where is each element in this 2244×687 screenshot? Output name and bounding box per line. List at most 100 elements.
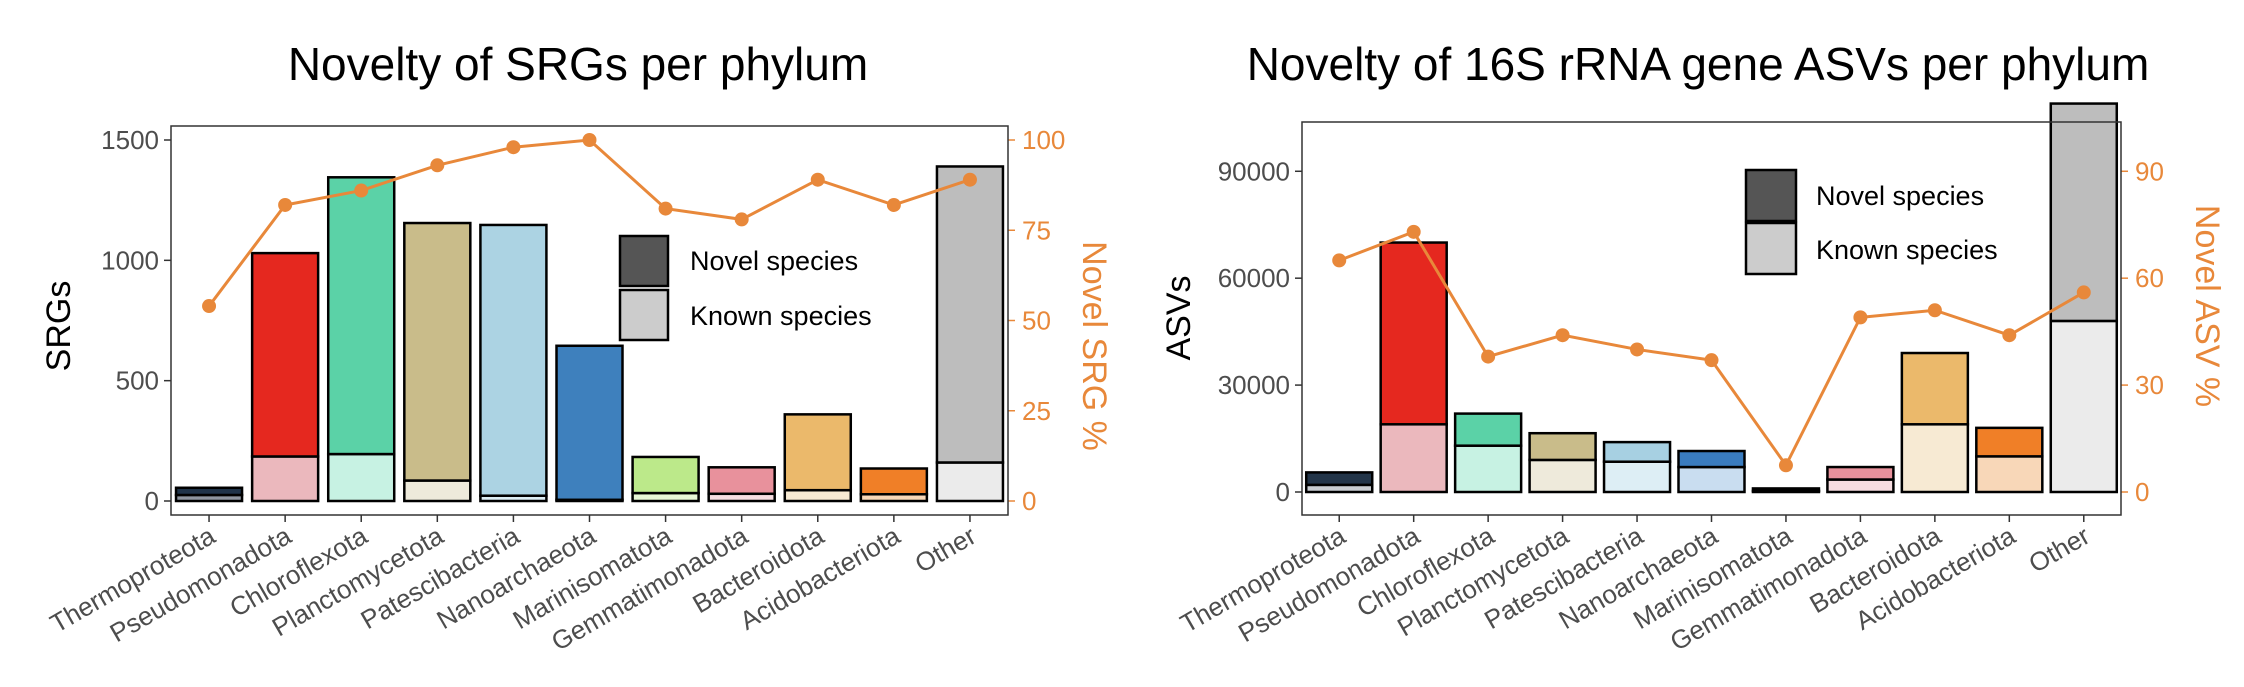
bar-known-chloroflexota	[1453, 444, 1523, 494]
legend: Novel species Known species	[618, 234, 872, 342]
bar-novel-bacteroidota	[1900, 351, 1970, 426]
novel-percent-polyline	[207, 138, 971, 307]
y2-tick-label: 50	[1022, 306, 1051, 336]
bar-novel-nanoarchaeota	[1677, 449, 1746, 469]
plot-panel	[170, 125, 1009, 516]
y2-tick-label: 100	[1022, 125, 1065, 155]
novel-percent-line	[202, 133, 977, 314]
legend-known-swatch	[1744, 221, 1798, 276]
bar-known-other	[2049, 319, 2119, 494]
bar-known-other	[935, 461, 1005, 503]
bar-known-nanoarchaeota	[1677, 465, 1746, 494]
bar-novel-planctomycetota	[403, 221, 472, 482]
bar-novel-pseudomonadota	[1379, 241, 1448, 426]
novel-percent-point	[2002, 328, 2017, 343]
legend-novel-label: Novel species	[690, 246, 858, 276]
bar-novel-gemmatimonadota	[1826, 465, 1895, 481]
x-tick-label: Other	[910, 520, 982, 579]
bar-known-gemmatimonadota	[1826, 478, 1895, 494]
legend-known-label: Known species	[690, 301, 872, 331]
bar-novel-acidobacteriota	[1975, 426, 2044, 458]
novel-percent-point	[1332, 253, 1347, 268]
novel-percent-point	[810, 172, 825, 187]
y-tick-label: 1500	[101, 125, 159, 155]
y2-ticks: 0 30 60 90	[2121, 156, 2164, 507]
bar-novel-patescibacteria	[1602, 440, 1672, 463]
novel-percent-point	[1481, 349, 1496, 364]
bar-known-chloroflexota	[326, 452, 396, 503]
bar-novel-patescibacteria	[479, 223, 548, 497]
x-ticks: ThermoproteotaPseudomonadotaChloroflexot…	[45, 515, 981, 657]
legend-known-swatch	[618, 288, 670, 342]
y2-tick-label: 0	[2135, 477, 2149, 507]
y2-axis-label: Novel ASV %	[2188, 205, 2226, 407]
bar-novel-other	[935, 165, 1005, 464]
bar-novel-bacteroidota	[783, 413, 853, 492]
bar-known-acidobacteriota	[1975, 455, 2044, 494]
novel-percent-point	[1555, 328, 1570, 343]
y-tick-label: 0	[1276, 477, 1290, 507]
novel-percent-point	[1927, 303, 1942, 318]
y2-tick-label: 30	[2135, 370, 2164, 400]
novel-percent-point	[734, 212, 749, 227]
y-ticks: 0 500 1000 1500	[101, 125, 171, 516]
novel-percent-point	[202, 299, 217, 314]
x-tick-label: Other	[2023, 520, 2095, 579]
y2-tick-label: 90	[2135, 156, 2164, 186]
novel-percent-point	[1704, 353, 1719, 368]
y-tick-label: 60000	[1218, 263, 1290, 293]
bar-novel-nanoarchaeota	[555, 344, 624, 502]
bar-known-pseudomonadota	[250, 455, 320, 503]
bar-known-planctomycetota	[403, 479, 472, 503]
bar-known-patescibacteria	[1602, 460, 1672, 494]
novel-percent-point	[354, 183, 369, 198]
legend-novel-swatch	[618, 234, 670, 288]
bar-known-planctomycetota	[1528, 458, 1597, 494]
y-tick-label: 1000	[101, 245, 159, 275]
novel-percent-point	[962, 172, 977, 187]
chart-title: Novelty of SRGs per phylum	[288, 38, 868, 90]
novel-percent-point	[506, 140, 521, 155]
y2-tick-label: 60	[2135, 263, 2164, 293]
y2-axis-label: Novel SRG %	[1075, 241, 1113, 451]
y2-tick-label: 0	[1022, 486, 1036, 516]
legend-known-label: Known species	[1816, 235, 1998, 265]
bar-novel-chloroflexota	[1453, 412, 1523, 447]
novel-percent-point	[430, 158, 445, 173]
novel-percent-point	[2076, 285, 2091, 300]
y-tick-label: 500	[116, 366, 159, 396]
novel-percent-point	[278, 197, 293, 212]
bar-novel-pseudomonadota	[250, 251, 320, 458]
novel-percent-point	[1406, 224, 1421, 239]
bar-novel-other	[2049, 102, 2119, 323]
y2-tick-label: 75	[1022, 215, 1051, 245]
y-tick-label: 90000	[1218, 156, 1290, 186]
bar-novel-chloroflexota	[326, 176, 396, 456]
asv-chart: Novelty of 16S rRNA gene ASVs per phylum…	[1160, 38, 2226, 657]
srg-chart: Novelty of SRGs per phylum SRGs Novel SR…	[40, 38, 1113, 657]
bar-known-bacteroidota	[783, 488, 853, 503]
y-tick-label: 30000	[1218, 370, 1290, 400]
y2-tick-label: 25	[1022, 396, 1051, 426]
x-ticks: ThermoproteotaPseudomonadotaChloroflexot…	[1175, 515, 2095, 657]
y-ticks: 0 30000 60000 90000	[1218, 156, 1302, 507]
novel-percent-point	[1778, 458, 1793, 473]
novel-percent-line	[1332, 224, 2091, 473]
bar-known-pseudomonadota	[1379, 423, 1448, 494]
novel-percent-point	[1853, 310, 1868, 325]
y2-ticks: 0 25 50 75 100	[1008, 125, 1065, 516]
bar-novel-acidobacteriota	[859, 467, 929, 496]
bars	[174, 165, 1005, 503]
y-axis-label: SRGs	[40, 281, 78, 372]
bar-novel-marinisomatota	[1751, 487, 1821, 493]
bar-novel-marinisomatota	[631, 455, 700, 495]
novel-percent-point	[886, 197, 901, 212]
novel-percent-point	[658, 201, 673, 216]
y-axis-label: ASVs	[1160, 275, 1198, 360]
y-tick-label: 0	[145, 486, 159, 516]
plot-panel	[1301, 121, 2122, 516]
bars	[1304, 102, 2119, 494]
legend: Novel species Known species	[1744, 168, 1998, 276]
novel-percent-point	[1630, 342, 1645, 357]
